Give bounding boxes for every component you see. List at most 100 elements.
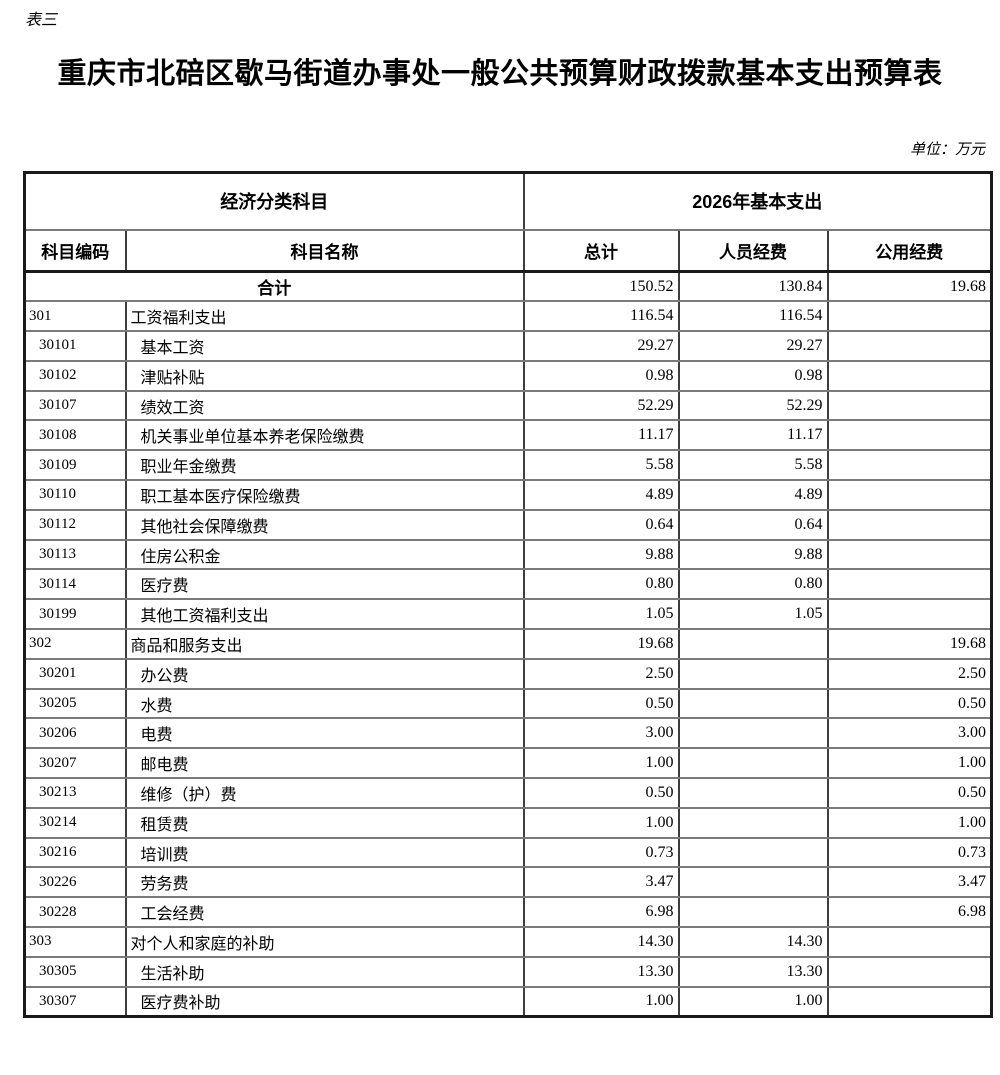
cell-total-value: 2.50 — [522, 657, 680, 690]
cell-personnel-value — [677, 747, 829, 780]
table-row: 30213 维修（护）费 0.50 0.50 — [23, 777, 993, 809]
cell-subject-name: 劳务费 — [124, 866, 525, 899]
cell-subject-code: 30214 — [23, 806, 127, 839]
cell-total-value: 9.88 — [522, 538, 680, 571]
cell-personnel-value: 116.54 — [677, 300, 829, 333]
table-row: 30201 办公费 2.50 2.50 — [23, 657, 993, 690]
cell-public-value — [826, 538, 993, 571]
cell-public-value: 3.00 — [826, 717, 993, 750]
cell-total-value: 52.29 — [522, 389, 680, 422]
cell-total-value: 0.50 — [522, 777, 680, 809]
table-row: 30101 基本工资 29.27 29.27 — [23, 330, 993, 362]
cell-subject-code: 30228 — [23, 896, 127, 929]
cell-personnel-value: 52.29 — [677, 389, 829, 422]
cell-subject-name: 机关事业单位基本养老保险缴费 — [124, 419, 525, 452]
cell-personnel-value — [677, 777, 829, 809]
cell-subject-code: 30107 — [23, 389, 127, 422]
cell-subject-code: 30226 — [23, 866, 127, 899]
table-row: 30205 水费 0.50 0.50 — [23, 687, 993, 720]
cell-total-value: 14.30 — [522, 926, 680, 958]
table-row: 303 对个人和家庭的补助 14.30 14.30 — [23, 926, 993, 958]
cell-subject-name: 基本工资 — [124, 330, 525, 362]
cell-total-value: 0.64 — [522, 508, 680, 541]
table-header: 经济分类科目 2026年基本支出 科目编码 科目名称 总计 人员经费 公用经费 — [23, 171, 993, 273]
table-row: 30216 培训费 0.73 0.73 — [23, 836, 993, 869]
cell-total-value: 6.98 — [522, 896, 680, 929]
cell-subject-code: 30112 — [23, 508, 127, 541]
header-group-row: 经济分类科目 2026年基本支出 — [23, 171, 993, 231]
table-row: 30109 职业年金缴费 5.58 5.58 — [23, 449, 993, 482]
cell-personnel-value: 0.64 — [677, 508, 829, 541]
cell-total-value: 5.58 — [522, 449, 680, 482]
table-row: 30214 租赁费 1.00 1.00 — [23, 806, 993, 839]
cell-subject-code: 30110 — [23, 479, 127, 511]
cell-subject-name: 职工基本医疗保险缴费 — [124, 479, 525, 511]
cell-subject-code: 30213 — [23, 777, 127, 809]
cell-public-value: 1.00 — [826, 806, 993, 839]
cell-subject-name: 生活补助 — [124, 955, 525, 988]
cell-personnel-value — [677, 896, 829, 929]
cell-public-value: 6.98 — [826, 896, 993, 929]
cell-total-value: 11.17 — [522, 419, 680, 452]
cell-subject-code: 30216 — [23, 836, 127, 869]
total-row-label: 合计 — [23, 270, 525, 303]
cell-subject-name: 租赁费 — [124, 806, 525, 839]
cell-subject-code: 302 — [23, 628, 127, 660]
cell-subject-name: 绩效工资 — [124, 389, 525, 422]
cell-subject-code: 30201 — [23, 657, 127, 690]
table-row: 30307 医疗费补助 1.00 1.00 — [23, 985, 993, 1018]
cell-public-value: 1.00 — [826, 747, 993, 780]
cell-total-value: 3.00 — [522, 717, 680, 750]
cell-subject-name: 工资福利支出 — [124, 300, 525, 333]
page-title: 重庆市北碚区歇马街道办事处一般公共预算财政拨款基本支出预算表 — [57, 58, 943, 90]
cell-subject-code: 30199 — [23, 598, 127, 631]
table-row: 30112 其他社会保障缴费 0.64 0.64 — [23, 508, 993, 541]
cell-subject-name: 商品和服务支出 — [124, 628, 525, 660]
cell-personnel-value: 0.98 — [677, 359, 829, 392]
cell-public-value — [826, 479, 993, 511]
cell-subject-name: 津贴补贴 — [124, 359, 525, 392]
table-row: 30108 机关事业单位基本养老保险缴费 11.17 11.17 — [23, 419, 993, 452]
cell-personnel-value: 1.00 — [677, 985, 829, 1018]
table-row: 30228 工会经费 6.98 6.98 — [23, 896, 993, 929]
cell-total-value: 1.05 — [522, 598, 680, 631]
cell-total-value: 13.30 — [522, 955, 680, 988]
total-row-public-value: 19.68 — [826, 270, 993, 303]
cell-personnel-value: 5.58 — [677, 449, 829, 482]
cell-public-value: 2.50 — [826, 657, 993, 690]
cell-total-value: 0.50 — [522, 687, 680, 720]
cell-personnel-value — [677, 628, 829, 660]
cell-subject-name: 其他工资福利支出 — [124, 598, 525, 631]
table-row: 30107 绩效工资 52.29 52.29 — [23, 389, 993, 422]
cell-subject-name: 邮电费 — [124, 747, 525, 780]
cell-subject-code: 30205 — [23, 687, 127, 720]
cell-personnel-value: 1.05 — [677, 598, 829, 631]
cell-total-value: 1.00 — [522, 806, 680, 839]
cell-subject-name: 医疗费 — [124, 568, 525, 601]
cell-personnel-value: 11.17 — [677, 419, 829, 452]
cell-subject-name: 职业年金缴费 — [124, 449, 525, 482]
cell-total-value: 19.68 — [522, 628, 680, 660]
budget-table: 经济分类科目 2026年基本支出 科目编码 科目名称 总计 人员经费 公用经费 … — [23, 171, 994, 1018]
cell-public-value — [826, 985, 993, 1018]
cell-subject-name: 对个人和家庭的补助 — [124, 926, 525, 958]
cell-subject-name: 办公费 — [124, 657, 525, 690]
table-row: 302 商品和服务支出 19.68 19.68 — [23, 628, 993, 660]
cell-total-value: 3.47 — [522, 866, 680, 899]
table-row: 30113 住房公积金 9.88 9.88 — [23, 538, 993, 571]
cell-public-value — [826, 449, 993, 482]
cell-personnel-value — [677, 806, 829, 839]
cell-public-value: 0.50 — [826, 777, 993, 809]
cell-subject-code: 30206 — [23, 717, 127, 750]
cell-public-value — [826, 359, 993, 392]
cell-subject-name: 电费 — [124, 717, 525, 750]
sheet-label: 表三 — [25, 10, 58, 29]
total-row: 合计 150.52 130.84 19.68 — [23, 270, 993, 303]
cell-subject-name: 培训费 — [124, 836, 525, 869]
cell-total-value: 0.98 — [522, 359, 680, 392]
cell-public-value — [826, 955, 993, 988]
table-row: 301 工资福利支出 116.54 116.54 — [23, 300, 993, 333]
cell-public-value: 0.73 — [826, 836, 993, 869]
header-group-economic-classification: 经济分类科目 — [23, 171, 525, 231]
